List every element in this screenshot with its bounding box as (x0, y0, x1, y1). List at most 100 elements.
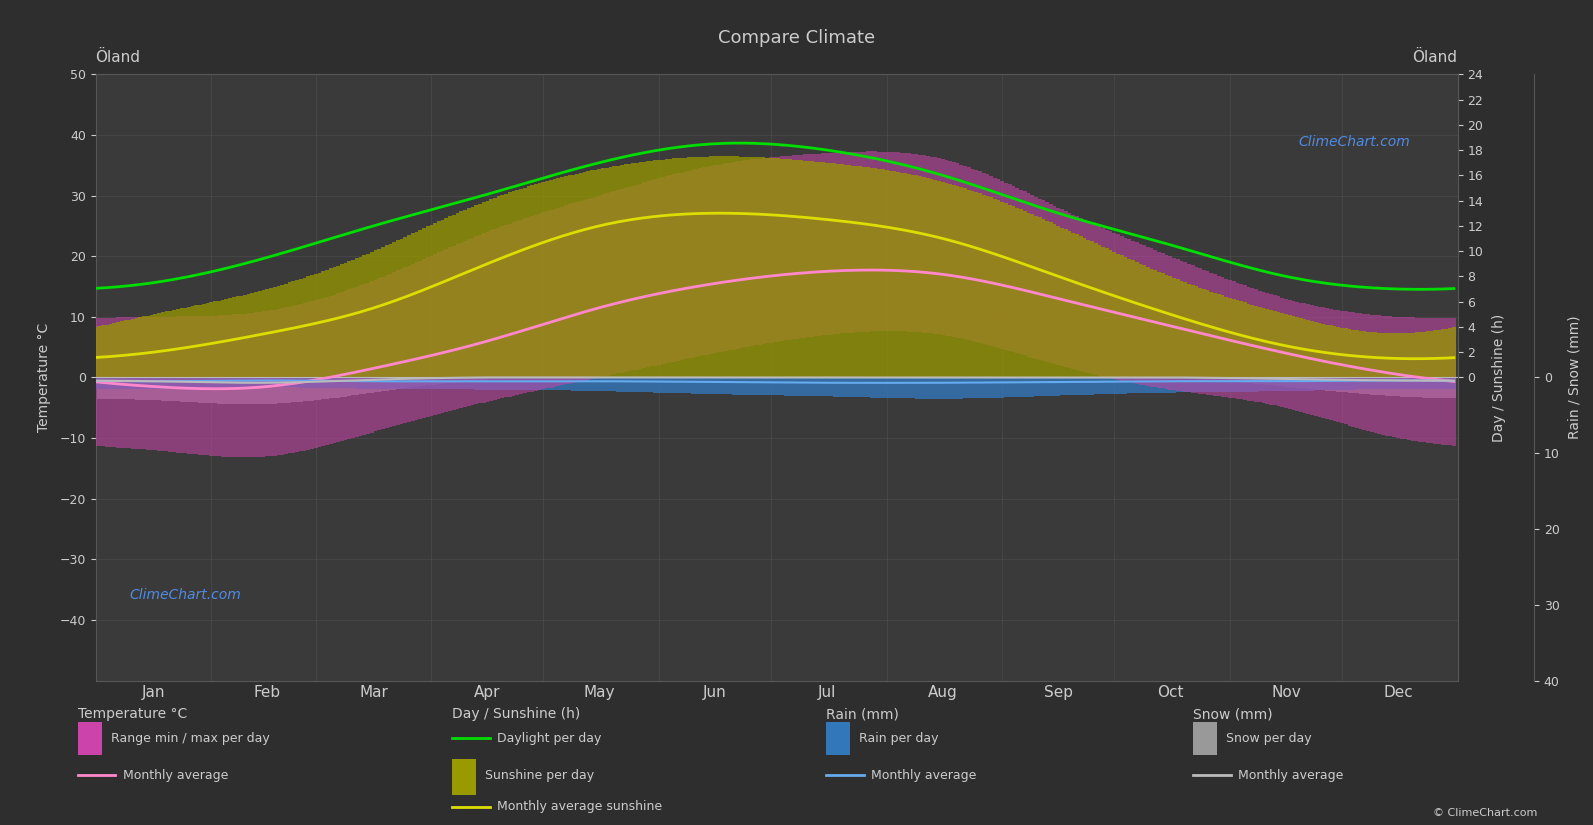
Bar (389, 274, 392, 427)
Bar (1356, 378, 1359, 389)
Bar (508, 192, 511, 378)
Bar (397, 378, 400, 389)
Bar (1239, 301, 1243, 378)
Bar (941, 182, 945, 378)
Bar (720, 164, 725, 351)
Bar (1445, 378, 1448, 398)
Bar (311, 276, 314, 378)
Bar (878, 152, 881, 332)
Bar (847, 165, 851, 378)
Bar (295, 378, 299, 388)
Bar (873, 378, 878, 398)
Bar (250, 378, 255, 388)
Bar (1392, 378, 1395, 396)
Bar (725, 163, 728, 351)
Bar (1265, 309, 1270, 378)
Bar (150, 378, 153, 389)
Bar (175, 378, 180, 402)
Bar (1225, 378, 1228, 392)
Bar (964, 378, 967, 398)
Bar (680, 378, 683, 394)
Bar (1139, 244, 1142, 384)
Bar (575, 202, 578, 382)
Bar (1192, 285, 1195, 378)
Bar (953, 163, 956, 337)
Bar (561, 378, 564, 390)
Bar (970, 191, 975, 378)
Bar (1340, 378, 1344, 392)
Bar (742, 160, 747, 347)
Bar (299, 378, 303, 388)
Bar (228, 378, 233, 388)
Bar (736, 378, 739, 394)
Bar (378, 378, 381, 389)
Bar (1228, 280, 1231, 398)
Bar (94, 318, 97, 446)
Bar (467, 239, 470, 406)
Bar (653, 179, 658, 365)
Bar (456, 244, 459, 409)
Bar (825, 163, 828, 378)
Bar (1123, 378, 1128, 394)
Bar (687, 378, 691, 394)
Bar (1351, 378, 1356, 393)
Bar (113, 378, 116, 399)
Bar (186, 378, 191, 402)
Bar (1150, 248, 1153, 387)
Bar (516, 378, 519, 389)
Bar (464, 378, 467, 389)
Bar (408, 378, 411, 388)
Bar (1251, 288, 1254, 401)
Bar (430, 378, 433, 389)
Bar (306, 378, 311, 401)
Bar (1179, 378, 1184, 379)
Bar (855, 166, 859, 378)
Bar (589, 378, 594, 391)
Bar (306, 276, 311, 378)
Bar (1445, 318, 1448, 445)
Bar (239, 295, 244, 378)
Bar (1131, 378, 1134, 394)
Bar (1378, 378, 1381, 389)
Bar (1176, 280, 1179, 378)
Bar (1403, 317, 1407, 440)
Bar (956, 378, 959, 398)
Bar (1198, 378, 1203, 392)
Bar (164, 312, 169, 378)
Bar (1195, 378, 1198, 392)
Bar (478, 378, 481, 389)
Bar (1145, 378, 1150, 393)
Bar (789, 156, 792, 340)
Bar (225, 378, 228, 403)
Bar (378, 278, 381, 431)
Bar (556, 178, 561, 378)
Bar (601, 195, 605, 377)
Bar (139, 317, 142, 378)
Bar (926, 378, 930, 398)
Bar (714, 157, 717, 378)
Bar (1370, 332, 1373, 378)
Bar (209, 378, 213, 388)
Bar (919, 177, 922, 378)
Bar (194, 378, 198, 389)
Bar (1176, 378, 1179, 393)
Bar (217, 378, 220, 388)
Bar (806, 154, 811, 337)
Bar (1239, 378, 1243, 383)
Bar (1020, 190, 1023, 354)
Bar (703, 167, 706, 356)
Bar (1434, 318, 1437, 444)
Bar (777, 378, 781, 395)
Bar (1179, 261, 1184, 391)
Bar (709, 166, 714, 354)
Bar (403, 267, 408, 423)
Bar (803, 161, 806, 378)
Bar (1287, 378, 1292, 387)
Bar (233, 378, 236, 404)
Bar (392, 242, 397, 378)
Bar (650, 378, 653, 393)
Bar (986, 378, 989, 398)
Bar (1053, 224, 1056, 378)
Bar (169, 317, 172, 452)
Bar (975, 170, 978, 342)
